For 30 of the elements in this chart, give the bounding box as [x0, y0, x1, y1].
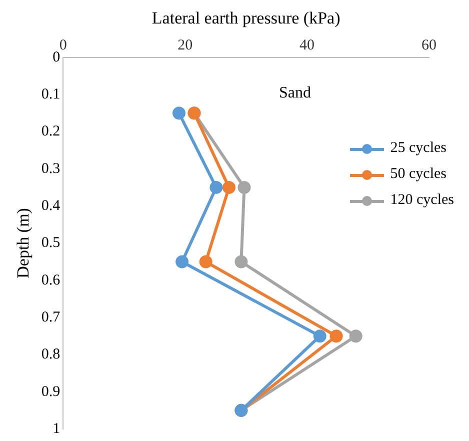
y-axis-title: Depth (m)	[14, 208, 33, 278]
point	[313, 330, 326, 343]
y-tick-label: 1	[52, 420, 60, 437]
y-tick-label: 0.9	[41, 384, 60, 400]
annotation: Sand	[279, 84, 311, 102]
y-tick-label: 0.4	[41, 198, 61, 214]
point	[199, 255, 212, 268]
point	[210, 180, 223, 194]
y-tick-label: 0.5	[41, 235, 60, 252]
y-tick-label: 0	[52, 49, 60, 66]
legend-label: 25 cycles	[390, 140, 446, 157]
y-tick-label: 0.2	[41, 124, 60, 140]
y-tick-label: 0.8	[41, 346, 60, 363]
point	[234, 255, 248, 268]
x-tick-label: 40	[300, 37, 315, 54]
legend-label: 50 cycles	[390, 166, 446, 183]
y-tick-label: 0.6	[41, 272, 61, 288]
point	[222, 180, 236, 194]
x-tick-label: 20	[178, 37, 193, 54]
point	[330, 330, 343, 343]
x-axis-title: Lateral earth pressure (kPa)	[152, 8, 340, 28]
x-tick-label: 60	[422, 37, 436, 54]
point	[176, 255, 189, 268]
y-tick-label: 0.7	[41, 309, 61, 326]
y-tick-label: 0.3	[41, 160, 60, 177]
legend-label: 120 cycles	[390, 192, 454, 209]
point	[172, 106, 186, 120]
point	[349, 330, 362, 343]
point	[238, 180, 251, 194]
y-tick-label: 0.1	[41, 86, 60, 102]
